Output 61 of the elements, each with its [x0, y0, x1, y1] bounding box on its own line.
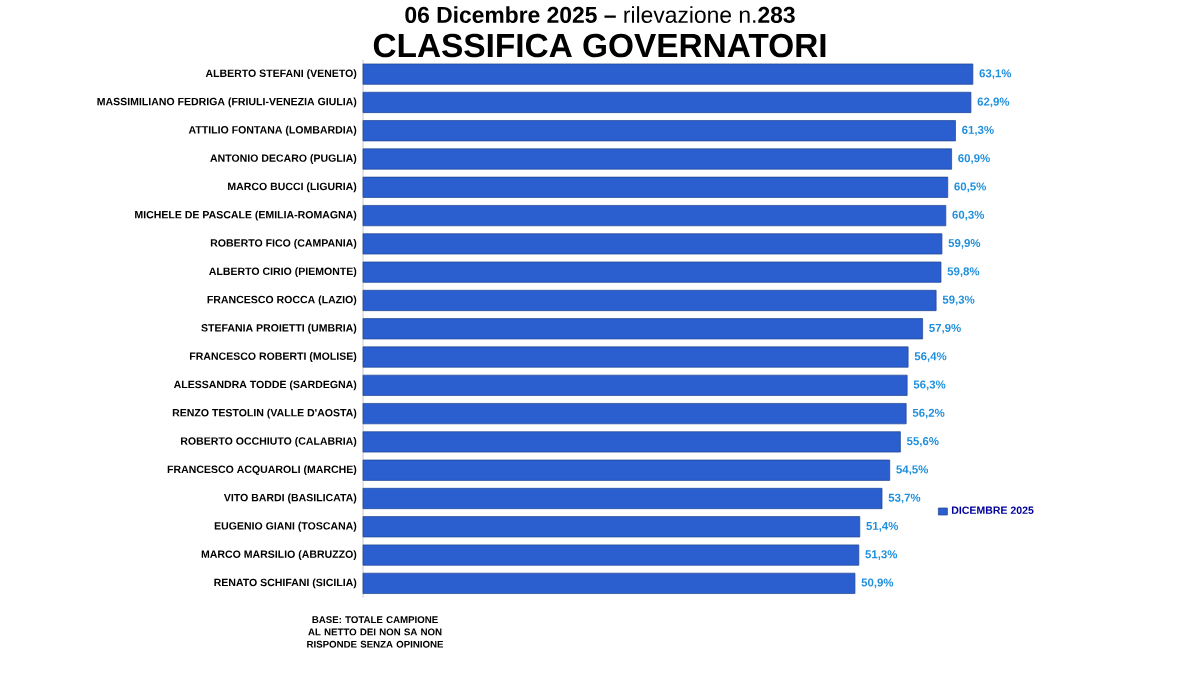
- y-tick-label: STEFANIA PROIETTI (UMBRIA): [201, 323, 357, 334]
- bar: [362, 346, 909, 368]
- bar: [362, 403, 907, 425]
- data-label: 51,3%: [865, 550, 898, 560]
- bar: [362, 374, 908, 396]
- data-label: 59,8%: [947, 267, 980, 278]
- y-tick-label: FRANCESCO ROCCA (LAZIO): [207, 295, 357, 306]
- data-label: 53,7%: [888, 493, 921, 504]
- y-tick-label: MICHELE DE PASCALE (EMILIA-ROMAGNA): [135, 210, 357, 221]
- data-label: 60,9%: [958, 154, 990, 164]
- bar: [362, 572, 856, 594]
- data-label: 61,3%: [962, 125, 994, 136]
- y-tick-label: MARCO MARSILIO (ABRUZZO): [201, 550, 357, 560]
- y-tick-label: ALESSANDRA TODDE (SARDEGNA): [173, 380, 357, 391]
- data-label: 56,4%: [914, 352, 947, 362]
- bar: [362, 91, 972, 113]
- y-tick-label: ANTONIO DECARO (PUGLIA): [210, 154, 357, 164]
- y-tick-label: ROBERTO OCCHIUTO (CALABRIA): [181, 436, 357, 447]
- bar: [362, 516, 861, 538]
- bar: [362, 459, 891, 481]
- bar: [362, 120, 956, 142]
- data-label: 63,1%: [979, 69, 1012, 80]
- y-tick-label: RENATO SCHIFANI (SICILIA): [214, 578, 357, 589]
- chart-title: CLASSIFICA GOVERNATORI: [373, 33, 826, 58]
- data-label: 60,3%: [952, 210, 985, 221]
- y-tick-label: ATTILIO FONTANA (LOMBARDIA): [188, 125, 357, 136]
- y-tick-label: MARCO BUCCI (LIGURIA): [228, 182, 357, 193]
- y-tick-label: ALBERTO CIRIO (PIEMONTE): [209, 267, 357, 278]
- bar: [362, 318, 923, 340]
- y-tick-label: EUGENIO GIANI (TOSCANA): [214, 521, 357, 532]
- bar: [362, 487, 883, 510]
- y-tick-label: VITO BARDI (BASILICATA): [223, 493, 357, 504]
- data-label: 56,2%: [912, 408, 945, 419]
- data-label: 59,3%: [942, 295, 975, 306]
- chart-subtitle: 06 Dicembre 2025 – rilevazione n.283: [405, 6, 795, 24]
- data-label: 60,5%: [954, 182, 987, 193]
- bar: [362, 431, 901, 453]
- y-tick-label: ALBERTO STEFANI (VENETO): [205, 69, 357, 80]
- bar: [362, 233, 943, 255]
- y-tick-label: FRANCESCO ACQUAROLI (MARCHE): [167, 465, 357, 476]
- data-label: 56,3%: [913, 380, 946, 391]
- y-tick-label: FRANCESCO ROBERTI (MOLISE): [189, 352, 357, 362]
- y-tick-label: RENZO TESTOLIN (VALLE D'AOSTA): [172, 408, 357, 419]
- text: BASE: TOTALE CAMPIONE AL NETTO DEI NON SA NON RISPONDE SENZA OPINIONE: [307, 616, 444, 648]
- legend-label: DICEMBRE 2025: [951, 506, 1034, 514]
- data-label: 57,9%: [929, 323, 961, 334]
- bar: [362, 63, 974, 85]
- bar: [362, 261, 942, 283]
- bar: [362, 176, 949, 198]
- bar: [362, 148, 952, 170]
- data-label: 59,9%: [948, 239, 981, 249]
- bar: [362, 205, 947, 227]
- y-tick-label: ROBERTO FICO (CAMPANIA): [210, 238, 357, 249]
- data-label: 54,5%: [896, 465, 929, 476]
- y-tick-label: MASSIMILIANO FEDRIGA (FRIULI-VENEZIA GIULIA): [97, 97, 357, 108]
- data-label: 55,6%: [906, 437, 939, 447]
- bar: [362, 289, 937, 311]
- data-label: 62,9%: [977, 97, 1010, 108]
- bar: [362, 544, 860, 566]
- data-label: 50,9%: [861, 578, 894, 589]
- data-label: 51,4%: [866, 521, 899, 532]
